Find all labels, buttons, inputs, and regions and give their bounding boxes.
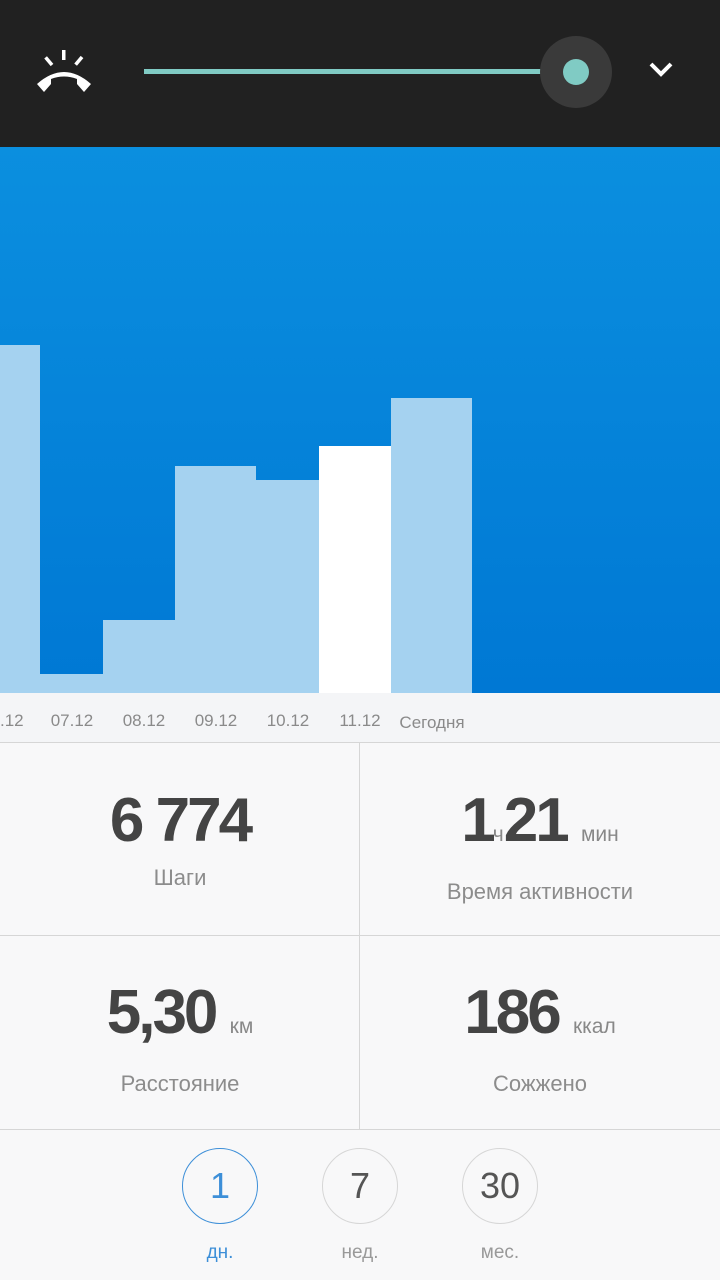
x-tick-label: 11.12 (339, 711, 381, 730)
distance-unit: км (229, 1015, 254, 1038)
calories-stat: 186 ккал Сожжено (360, 973, 720, 1097)
x-tick-label: 09.12 (194, 711, 238, 730)
chart-bar-2[interactable] (103, 620, 175, 693)
chart-bar-3[interactable] (175, 466, 256, 693)
chart-bar-1[interactable] (40, 674, 103, 693)
minutes-unit: мин (580, 823, 619, 846)
distance-value: 5,30 км (0, 973, 360, 1067)
chart-bar-6[interactable] (391, 398, 472, 693)
distance-number: 5,30 (106, 978, 219, 1047)
slider-track[interactable] (144, 69, 576, 74)
chart-bar-5[interactable] (319, 446, 391, 693)
x-tick-label: .12 (0, 711, 24, 730)
period-day-button[interactable]: 1 дн. (181, 1148, 259, 1264)
active-time-stat: 1ч21 мин Время активности (360, 781, 720, 905)
divider (359, 743, 360, 1130)
hours-value: 1 (461, 786, 496, 855)
x-tick-label: Сегодня (399, 713, 465, 732)
chart-bar-4[interactable] (256, 480, 319, 693)
divider (0, 935, 720, 936)
period-week-circle[interactable]: 7 (322, 1148, 398, 1224)
calories-label: Сожжено (493, 1071, 587, 1096)
period-month-label: мес. (480, 1242, 520, 1263)
hours-unit: ч (492, 823, 504, 846)
calories-unit: ккал (572, 1015, 616, 1038)
period-day-circle[interactable]: 1 (182, 1148, 258, 1224)
steps-chart[interactable] (0, 147, 720, 693)
steps-label: Шаги (153, 865, 207, 890)
chart-bar-0[interactable] (0, 345, 40, 693)
steps-stat: 6 774 Шаги (0, 781, 360, 891)
steps-value: 6 774 (109, 786, 253, 855)
period-day-label: дн. (206, 1242, 234, 1263)
x-tick-label: 08.12 (122, 711, 166, 730)
chevron-down-icon[interactable] (646, 58, 676, 82)
distance-stat: 5,30 км Расстояние (0, 973, 360, 1097)
minutes-value: 21 (503, 786, 570, 855)
slider-thumb[interactable] (563, 59, 589, 85)
chart-x-axis: .12 07.12 08.12 09.12 10.12 11.12 Сегодня (0, 693, 720, 743)
period-month-circle[interactable]: 30 (462, 1148, 538, 1224)
active-time-label: Время активности (446, 879, 634, 904)
calories-value: 186 ккал (360, 973, 720, 1067)
period-month-button[interactable]: 30 мес. (461, 1148, 539, 1264)
active-time-value: 1ч21 мин (360, 781, 720, 875)
top-bar (0, 0, 720, 147)
phone-hangup-icon[interactable] (34, 46, 94, 96)
x-tick-label: 10.12 (266, 711, 310, 730)
stats-grid: 6 774 Шаги 1ч21 мин Время активности 5,3… (0, 743, 720, 1130)
distance-label: Расстояние (120, 1071, 240, 1096)
x-tick-label: 07.12 (50, 711, 94, 730)
period-week-label: нед. (341, 1242, 379, 1263)
period-week-button[interactable]: 7 нед. (321, 1148, 399, 1264)
calories-number: 186 (464, 978, 561, 1047)
